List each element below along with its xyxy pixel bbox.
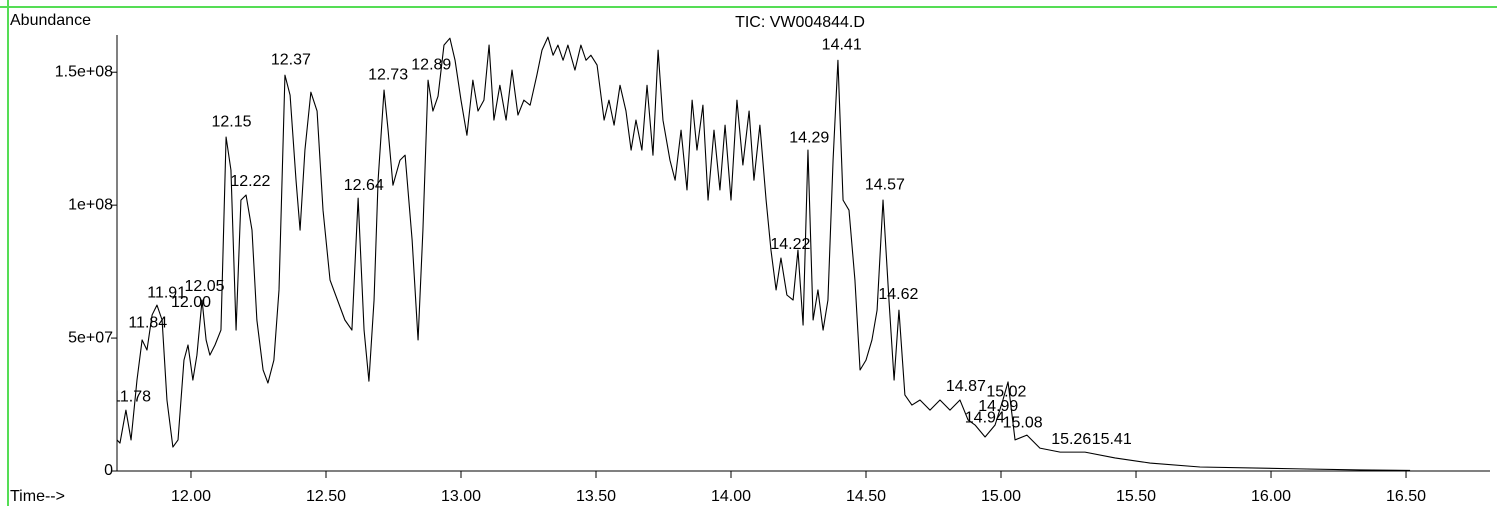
peak-label: 14.22	[770, 236, 810, 253]
y-tick-label: 1e+08	[68, 196, 113, 213]
x-tick-label: 12.50	[306, 488, 346, 505]
x-tick-label: 13.00	[441, 488, 481, 505]
y-axis-label: Abundance	[10, 12, 91, 29]
x-tick-label: 16.00	[1251, 488, 1291, 505]
x-tick-label: 15.00	[981, 488, 1021, 505]
peak-label: 12.05	[184, 278, 224, 295]
x-tick-label: 12.00	[171, 488, 211, 505]
peak-label: 11.84	[128, 314, 167, 331]
peak-label: 15.41	[1092, 431, 1132, 448]
x-tick-label: 14.00	[711, 488, 751, 505]
peak-label: 15.08	[1003, 414, 1043, 431]
peak-label: 14.57	[865, 176, 905, 193]
x-tick-label: 15.50	[1116, 488, 1156, 505]
peak-label: 14.87	[946, 378, 986, 395]
x-axis-label: Time-->	[10, 488, 65, 505]
peak-label: 15.26	[1051, 431, 1091, 448]
peak-label: 12.73	[368, 66, 408, 83]
peak-label: 15.02	[986, 383, 1026, 400]
peak-label: 14.29	[789, 129, 829, 146]
x-tick-label: 14.50	[846, 488, 886, 505]
peak-label: 12.00	[171, 294, 211, 311]
y-tick-label: 1.5e+08	[55, 63, 113, 80]
y-tick-label: 0	[104, 462, 113, 479]
peak-label: 14.99	[978, 398, 1018, 415]
trace-line	[117, 36, 1411, 472]
chart-title: TIC: VW004844.D	[735, 14, 865, 31]
x-tick-label: 13.50	[576, 488, 616, 505]
peak-label: 12.22	[230, 173, 270, 190]
peak-label: 12.89	[411, 56, 451, 73]
y-tick-label: 5e+07	[68, 329, 113, 346]
peak-label: 12.15	[211, 113, 251, 130]
peak-label: 14.41	[822, 36, 862, 53]
peak-label: 11.78	[112, 388, 151, 405]
peak-label: 14.62	[878, 286, 918, 303]
peak-label: 12.64	[344, 177, 384, 194]
peak-label: 12.37	[271, 51, 311, 68]
peak-label: 11.91	[147, 284, 186, 301]
peak-label: 14.94	[965, 409, 1005, 426]
x-tick-label: 16.50	[1386, 488, 1426, 505]
